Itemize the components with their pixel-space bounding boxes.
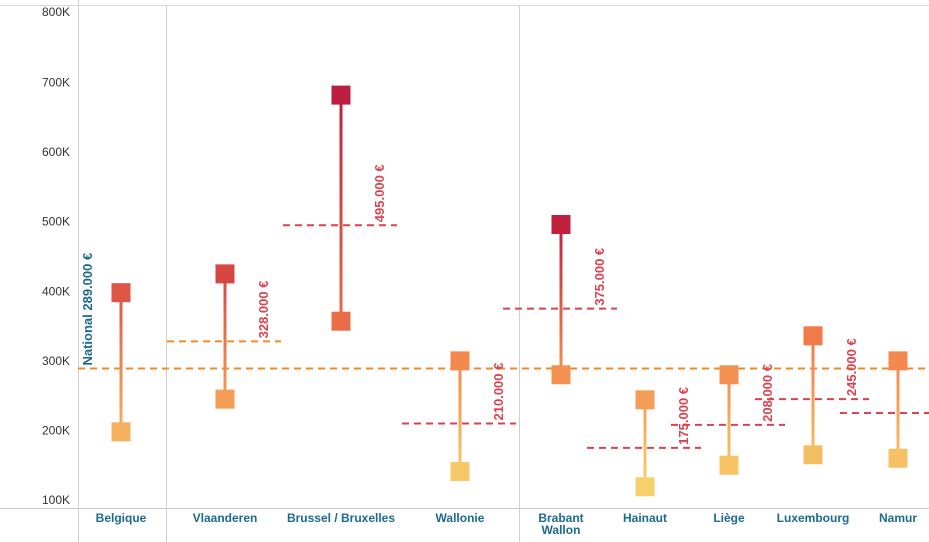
range-stem xyxy=(811,335,815,455)
range-stem xyxy=(643,399,647,487)
median-label: 375.000 € xyxy=(592,248,607,306)
median-label: 210.000 € xyxy=(491,363,506,421)
min-marker xyxy=(888,448,908,468)
min-marker xyxy=(551,365,571,385)
category-label: Belgique xyxy=(96,511,147,525)
median-label: 245.000 € xyxy=(844,338,859,396)
category-label: Luxembourg xyxy=(777,511,850,525)
national-label: National 289.000 € xyxy=(80,253,95,366)
min-marker xyxy=(803,445,823,465)
y-tick-label: 200K xyxy=(42,423,70,437)
category-label: Namur xyxy=(879,511,917,525)
min-marker xyxy=(111,422,131,442)
min-marker xyxy=(635,477,655,497)
range-stem xyxy=(119,292,123,432)
max-marker xyxy=(888,351,908,371)
y-tick-label: 800K xyxy=(42,5,70,19)
range-stem xyxy=(727,374,731,466)
median-label: 328.000 € xyxy=(256,281,271,339)
max-marker xyxy=(719,365,739,385)
category-label: Liège xyxy=(713,511,745,525)
y-tick-label: 600K xyxy=(42,145,70,159)
range-stem xyxy=(559,224,563,375)
max-marker xyxy=(551,214,571,234)
y-tick-label: 100K xyxy=(42,493,70,507)
plot-area: National 289.000 € 328.000 € 495.000 € 210.… xyxy=(78,85,929,497)
max-marker xyxy=(803,326,823,346)
max-marker xyxy=(331,85,351,105)
max-marker xyxy=(215,264,235,284)
category-label: Vlaanderen xyxy=(193,511,258,525)
category-label: Brabant Wallon xyxy=(538,511,583,537)
median-label: 495.000 € xyxy=(372,164,387,222)
y-tick-label: 700K xyxy=(42,76,70,90)
y-axis: 800K 700K 600K 500K 400K 300K 200K 100K xyxy=(42,5,70,507)
max-marker xyxy=(450,351,470,371)
category-label: Brussel / Bruxelles xyxy=(287,511,395,525)
max-marker xyxy=(635,390,655,410)
category-label: Hainaut xyxy=(623,511,667,525)
x-axis: Belgique Vlaanderen Brussel / Bruxelles Wal… xyxy=(96,511,918,537)
min-marker xyxy=(215,389,235,409)
y-tick-label: 300K xyxy=(42,354,70,368)
y-tick-label: 500K xyxy=(42,215,70,229)
range-stem xyxy=(339,95,343,322)
category-label: Wallonie xyxy=(436,511,485,525)
min-marker xyxy=(719,455,739,475)
median-label: 175.000 € xyxy=(676,387,691,445)
range-stem xyxy=(223,273,227,400)
median-label: 208.000 € xyxy=(760,364,775,422)
range-stem xyxy=(458,360,462,472)
max-marker xyxy=(111,283,131,303)
min-marker xyxy=(450,461,470,481)
range-stem xyxy=(896,360,900,459)
y-tick-label: 400K xyxy=(42,284,70,298)
min-marker xyxy=(331,311,351,331)
